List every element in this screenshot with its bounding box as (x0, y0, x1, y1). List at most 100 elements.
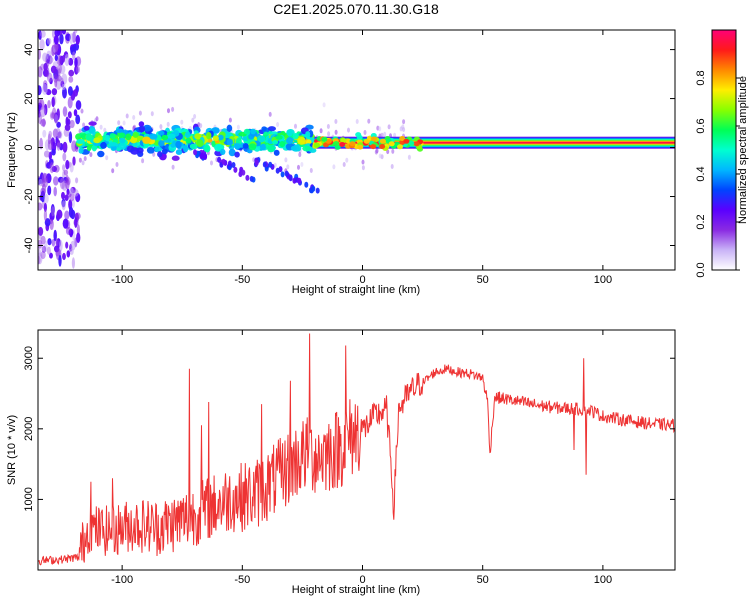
spectrogram-mark (402, 119, 406, 125)
spectrogram-mark (154, 146, 163, 152)
spectrogram-mark (170, 142, 176, 148)
spectrogram-mark (49, 56, 54, 64)
x-tick-label: -100 (111, 574, 133, 586)
spectrogram-mark (175, 140, 182, 149)
spectrogram-mark (73, 109, 78, 117)
spectrogram-mark (355, 119, 359, 124)
spectrogram-mark (260, 143, 267, 151)
spectrogram-mark (292, 133, 299, 140)
spectrogram-mark (64, 178, 70, 190)
spectrogram-x-ticks: -100 -50 0 50 100 (111, 30, 612, 286)
x-tick-label: -100 (111, 274, 133, 286)
spectrogram-mark (228, 117, 232, 123)
spectrogram-mark (43, 202, 47, 213)
spectrogram-mark (88, 121, 97, 126)
spectrogram-mark (273, 162, 277, 168)
spectrogram-mark (294, 123, 297, 129)
spectrogram-mark (241, 169, 246, 176)
spectrogram-mark (103, 127, 107, 133)
spectrogram-mark (78, 148, 84, 154)
spectrogram-mark (171, 106, 175, 112)
spectrogram-mark (345, 157, 349, 163)
spectrogram-mark (41, 83, 48, 96)
spectrogram-mark (167, 108, 170, 114)
spectrogram-mark (210, 160, 213, 166)
spectrogram-mark (342, 162, 346, 167)
spectrogram-mark (184, 131, 191, 139)
spectrogram-mark (61, 83, 66, 91)
spectrogram-mark (211, 127, 220, 134)
spectrogram-mark (111, 168, 115, 174)
spectrogram-mark (334, 129, 338, 135)
spectrogram-mark (374, 149, 378, 155)
spectrogram-frame (37, 29, 676, 271)
spectrogram-mark (86, 143, 92, 152)
x-tick-label: -50 (234, 274, 250, 286)
spectrogram-mark (49, 162, 54, 174)
spectrogram-mark (99, 124, 103, 130)
spectrogram-mark (38, 85, 42, 96)
spectrogram-mark (370, 136, 377, 142)
spectrogram-mark (61, 191, 65, 200)
spectrogram-mark (393, 132, 397, 138)
spectrogram-mark (401, 124, 405, 130)
spectrogram-mark (363, 138, 370, 144)
spectrogram-mark (156, 134, 162, 142)
spectrogram-mark (48, 130, 53, 139)
spectrogram-mark (100, 141, 107, 149)
spectrogram-mark (297, 177, 302, 184)
spectrogram-mark (41, 245, 47, 253)
spectrogram-mark (119, 137, 126, 144)
spectrogram-mark (138, 125, 146, 133)
spectrogram-mark (38, 248, 42, 257)
spectrogram-mark (38, 49, 41, 60)
spectrogram-mark (157, 151, 163, 158)
spectrogram-mark (273, 149, 280, 156)
spectrogram-mark (62, 164, 66, 172)
spectrogram-mark (268, 161, 273, 168)
spectrogram-mark (166, 121, 170, 127)
snr-x-axis-label: Height of straight line (km) (292, 584, 420, 596)
x-tick-label: 0 (359, 574, 365, 586)
spectrogram-mark (108, 142, 118, 147)
spectrogram-mark (228, 148, 236, 157)
spectrogram-mark (250, 128, 256, 135)
spectrogram-mark (69, 33, 74, 45)
spectrogram-mark (326, 124, 330, 129)
spectrogram-mark (58, 240, 63, 252)
spectrogram-marks (38, 30, 675, 269)
spectrogram-mark (304, 181, 309, 188)
spectrogram-mark (115, 162, 119, 167)
spectrogram-mark (57, 131, 62, 139)
spectrogram-mark (83, 156, 87, 162)
spectrogram-mark (117, 120, 121, 126)
spectrogram-mark (378, 126, 382, 132)
spectrogram-mark (180, 119, 184, 125)
spectrogram-mark (159, 124, 163, 130)
spectrogram-mark (379, 144, 386, 149)
x-tick-label: 100 (594, 574, 612, 586)
y-tick-label: -20 (23, 189, 35, 205)
spectrogram-mark (61, 200, 66, 211)
spectrogram-mark (194, 133, 202, 140)
spectrogram-mark (104, 134, 111, 142)
spectrogram-mark (167, 133, 176, 139)
spectrogram-mark (315, 187, 320, 194)
spectrogram-mark (262, 161, 267, 168)
spectrogram-mark (189, 143, 198, 150)
spectrogram-mark (59, 177, 66, 190)
spectrogram-mark (40, 30, 46, 38)
colorbar-tick-label: 0.6 (695, 118, 707, 133)
spectrogram-mark (132, 115, 136, 120)
spectrogram-mark (62, 141, 68, 153)
spectrogram-mark (275, 167, 280, 174)
spectrogram-background (38, 30, 675, 270)
spectrogram-mark (249, 175, 254, 182)
spectrogram-mark (89, 152, 93, 158)
spectrogram-mark (54, 30, 61, 37)
spectrogram-mark (39, 137, 43, 150)
spectrogram-mark (150, 111, 154, 117)
spectrogram-mark (152, 151, 156, 157)
spectrogram-mark (286, 164, 290, 170)
spectrogram-mark (93, 137, 101, 144)
